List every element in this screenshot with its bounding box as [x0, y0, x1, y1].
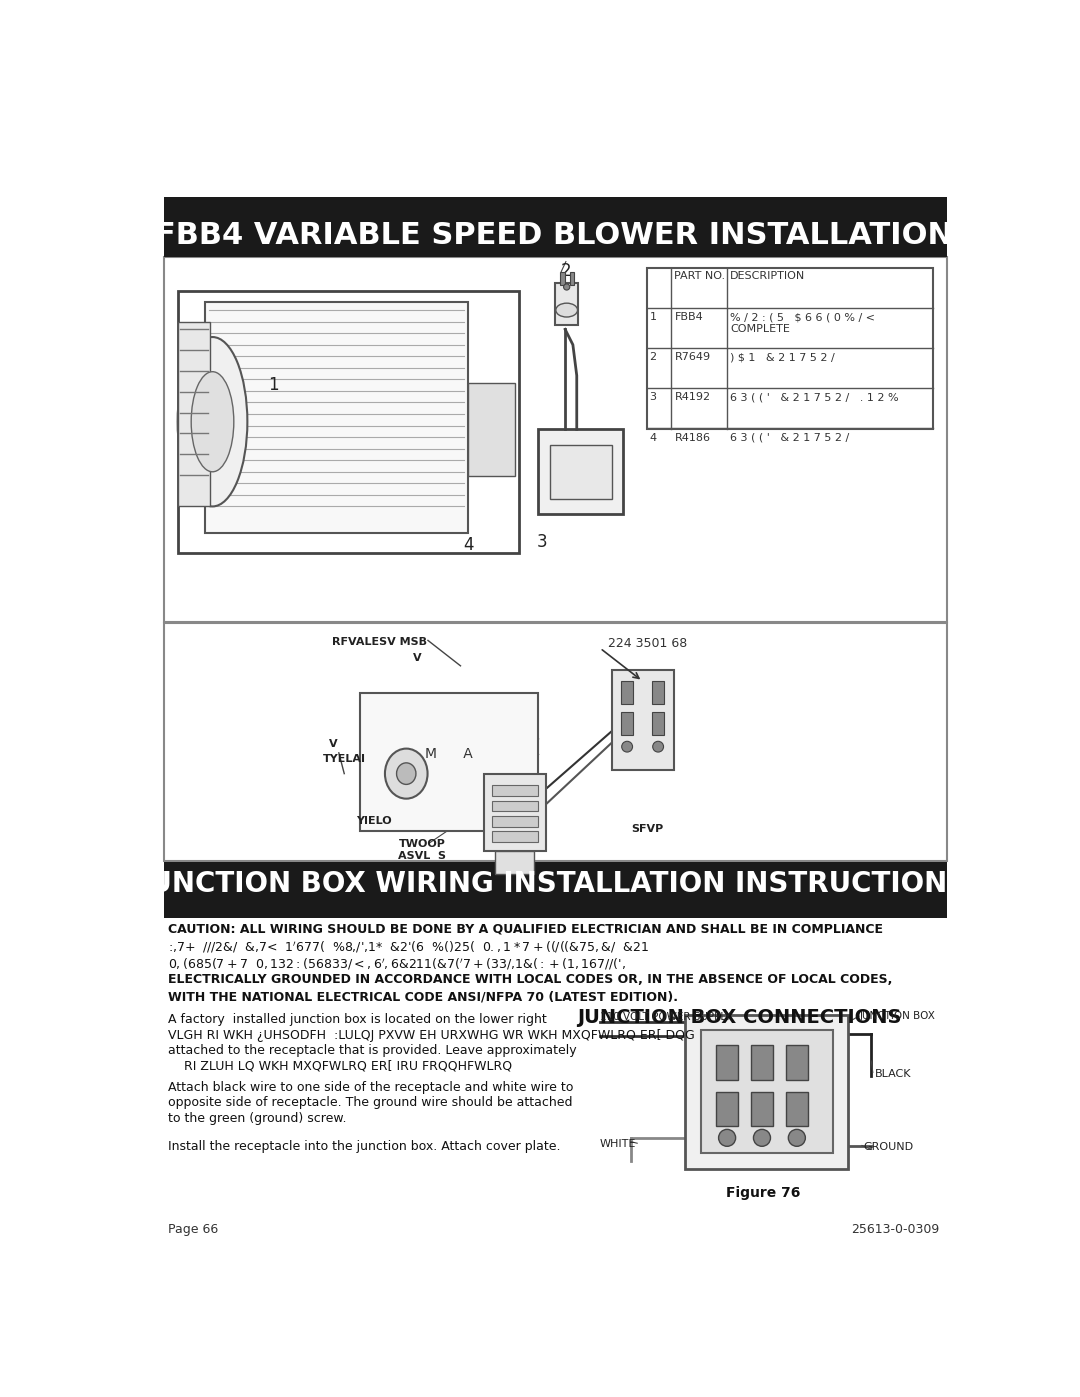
Text: 4: 4 [649, 433, 657, 443]
Bar [555, 284, 578, 326]
Text: Figure 76: Figure 76 [726, 1186, 800, 1200]
Bar [652, 712, 664, 735]
Text: ASVL  S: ASVL S [399, 851, 446, 862]
Bar [751, 1045, 773, 1080]
Bar [652, 682, 664, 704]
Text: 1: 1 [649, 313, 657, 323]
Text: TWOOP: TWOOP [399, 840, 445, 849]
Text: WITH THE NATIONAL ELECTRICAL CODE ANSI/NFPA 70 (LATEST EDITION).: WITH THE NATIONAL ELECTRICAL CODE ANSI/N… [167, 990, 677, 1003]
Text: WHITE: WHITE [600, 1140, 636, 1150]
Text: JUNCTION BOX WIRING INSTALLATION INSTRUCTIONS: JUNCTION BOX WIRING INSTALLATION INSTRUC… [139, 870, 968, 898]
Bar [164, 623, 947, 861]
Text: A factory  installed junction box is located on the lower right: A factory installed junction box is loca… [167, 1013, 546, 1027]
Bar [621, 682, 633, 704]
Ellipse shape [384, 749, 428, 799]
Text: M      A: M A [426, 746, 473, 761]
Text: FBB4 VARIABLE SPEED BLOWER INSTALLATION: FBB4 VARIABLE SPEED BLOWER INSTALLATION [154, 221, 953, 250]
Bar [164, 257, 947, 622]
Bar [496, 851, 535, 873]
Bar [164, 862, 947, 918]
Text: DESCRIPTION: DESCRIPTION [730, 271, 806, 281]
Bar [561, 271, 565, 285]
Text: % / 2 : ( 5   $ 6 6 ( 0 % / <
COMPLETE: % / 2 : ( 5 $ 6 6 ( 0 % / < COMPLETE [730, 313, 875, 334]
Text: 3: 3 [537, 534, 548, 552]
Text: 3: 3 [649, 393, 657, 402]
Bar [360, 693, 538, 831]
Text: 0$,(  685(  7+$7  0$,1  32:(5  6833/<  ,6  ',6&211(&7('  7+(   $33/,$1&(  :+(1  : 0$,( 685( 7+$7 0$,1 32:(5 6833/< ,6 ',6&… [167, 956, 625, 972]
Ellipse shape [718, 1129, 735, 1147]
Text: 224 3501 68: 224 3501 68 [608, 637, 687, 651]
Text: BLACK: BLACK [875, 1069, 912, 1078]
Bar [491, 800, 538, 812]
Text: to the green (ground) screw.: to the green (ground) screw. [167, 1112, 346, 1125]
Bar [177, 291, 518, 553]
Ellipse shape [177, 337, 247, 507]
Bar [491, 831, 538, 842]
Text: Install the receptacle into the junction box. Attach cover plate.: Install the receptacle into the junction… [167, 1140, 561, 1153]
Text: RI ZLUH LQ WKH MXQFWLRQ ER[ IRU FRQQHFWLRQ: RI ZLUH LQ WKH MXQFWLRQ ER[ IRU FRQQHFWL… [167, 1059, 512, 1073]
Bar [647, 268, 933, 429]
Ellipse shape [396, 763, 416, 784]
Text: 4: 4 [463, 535, 473, 553]
Text: SFVP: SFVP [631, 824, 663, 834]
Bar [469, 383, 515, 475]
Text: TYELAI: TYELAI [323, 754, 366, 764]
Bar [701, 1030, 833, 1154]
Bar [550, 444, 611, 499]
Text: GROUND: GROUND [864, 1141, 914, 1151]
Bar [484, 774, 545, 851]
Bar [685, 1014, 848, 1169]
Bar [491, 785, 538, 796]
Text: 25613-0-0309: 25613-0-0309 [851, 1222, 940, 1235]
Text: YIELO: YIELO [356, 816, 391, 826]
Text: :,7+  $//  /2&$/  &,7<  $1'  67$7(  %8,/',1*  &2'(6  %()25(  0$.,1*  7+(  (/((&7: :,7+ $// /2&$/ &,7< $1' 67$7( %8,/',1* &… [167, 939, 649, 954]
Text: RFVALESV MSB: RFVALESV MSB [333, 637, 428, 647]
Bar [177, 321, 211, 507]
Text: PART NO.: PART NO. [674, 271, 726, 281]
Bar [491, 816, 538, 827]
Text: FBB4: FBB4 [674, 313, 703, 323]
Ellipse shape [652, 742, 663, 752]
Ellipse shape [556, 303, 578, 317]
Bar [570, 271, 575, 285]
Bar [786, 1091, 808, 1126]
Text: JUNCTION BOX: JUNCTION BOX [860, 1011, 935, 1021]
Ellipse shape [564, 284, 570, 291]
Ellipse shape [191, 372, 233, 472]
Text: R4186: R4186 [674, 433, 711, 443]
Bar [205, 302, 469, 534]
Text: 110 VOLT POWER SUPPLY: 110 VOLT POWER SUPPLY [600, 1011, 731, 1021]
Text: R4192: R4192 [674, 393, 711, 402]
Text: CAUTION: ALL WIRING SHOULD BE DONE BY A QUALIFIED ELECTRICIAN AND SHALL BE IN CO: CAUTION: ALL WIRING SHOULD BE DONE BY A … [167, 922, 882, 935]
Text: ) $ 1   & 2 1 7 5 2 /: ) $ 1 & 2 1 7 5 2 / [730, 352, 835, 362]
Text: 6 3 ( ( '   & 2 1 7 5 2 /: 6 3 ( ( ' & 2 1 7 5 2 / [730, 433, 850, 443]
Text: attached to the receptacle that is provided. Leave approximately: attached to the receptacle that is provi… [167, 1044, 576, 1058]
Bar [611, 669, 674, 770]
Text: V: V [414, 652, 422, 662]
Bar [164, 197, 947, 257]
Bar [716, 1091, 738, 1126]
Bar [538, 429, 623, 514]
Text: 2: 2 [649, 352, 657, 362]
Text: 6 3 ( ( '   & 2 1 7 5 2 /   . 1 2 %: 6 3 ( ( ' & 2 1 7 5 2 / . 1 2 % [730, 393, 899, 402]
Text: V: V [328, 739, 337, 749]
Ellipse shape [622, 742, 633, 752]
Text: 1: 1 [268, 376, 279, 394]
Text: JUNCTION BOX CONNECTIONS: JUNCTION BOX CONNECTIONS [577, 1009, 901, 1027]
Ellipse shape [788, 1129, 806, 1147]
Text: 2: 2 [561, 261, 571, 279]
Bar [751, 1091, 773, 1126]
Bar [716, 1045, 738, 1080]
Text: R7649: R7649 [674, 352, 711, 362]
Text: VLGH RI WKH ¿UHSODFH  :LULQJ PXVW EH URXWHG WR WKH MXQFWLRQ ER[ DQG: VLGH RI WKH ¿UHSODFH :LULQJ PXVW EH URXW… [167, 1028, 694, 1042]
Text: ELECTRICALLY GROUNDED IN ACCORDANCE WITH LOCAL CODES OR, IN THE ABSENCE OF LOCAL: ELECTRICALLY GROUNDED IN ACCORDANCE WITH… [167, 974, 892, 986]
Text: Page 66: Page 66 [167, 1222, 218, 1235]
Text: Attach black wire to one side of the receptacle and white wire to: Attach black wire to one side of the rec… [167, 1081, 572, 1094]
Bar [786, 1045, 808, 1080]
Ellipse shape [754, 1129, 770, 1147]
Text: opposite side of receptacle. The ground wire should be attached: opposite side of receptacle. The ground … [167, 1097, 572, 1109]
Bar [621, 712, 633, 735]
